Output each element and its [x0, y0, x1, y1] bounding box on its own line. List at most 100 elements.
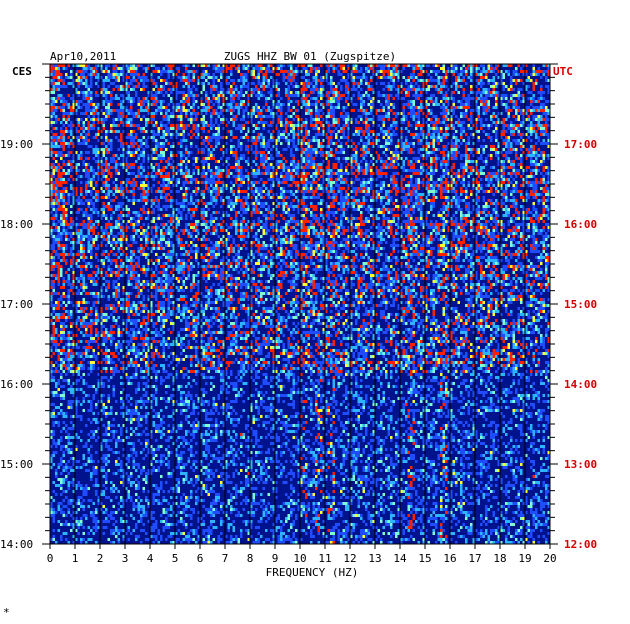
heatmap-cell: [327, 100, 330, 103]
heatmap-cell: [505, 154, 508, 157]
heatmap-cell: [307, 142, 310, 145]
heatmap-cell: [367, 82, 370, 85]
heatmap-cell: [507, 124, 510, 127]
heatmap-cell: [150, 172, 153, 175]
heatmap-cell: [227, 76, 230, 79]
heatmap-cell: [495, 127, 498, 130]
heatmap-cell: [257, 139, 260, 142]
heatmap-cell: [427, 190, 430, 193]
heatmap-cell: [382, 70, 385, 73]
heatmap-cell: [432, 160, 435, 163]
heatmap-cell: [352, 166, 355, 169]
heatmap-cell: [345, 190, 348, 193]
heatmap-cell: [335, 91, 338, 94]
heatmap-cell: [257, 91, 260, 94]
heatmap-cell: [530, 91, 533, 94]
heatmap-cell: [122, 187, 125, 190]
heatmap-cell: [475, 190, 478, 193]
heatmap-cell: [507, 106, 510, 109]
heatmap-cell: [452, 124, 455, 127]
heatmap-cell: [72, 109, 75, 112]
heatmap-cell: [450, 157, 453, 160]
heatmap-cell: [112, 121, 115, 124]
heatmap-cell: [352, 94, 355, 97]
heatmap-cell: [135, 73, 138, 76]
heatmap-cell: [100, 190, 103, 193]
heatmap-cell: [97, 112, 100, 115]
heatmap-cell: [442, 145, 445, 148]
heatmap-cell: [257, 64, 260, 67]
heatmap-cell: [280, 70, 283, 73]
heatmap-cell: [422, 136, 425, 139]
heatmap-cell: [102, 82, 105, 85]
heatmap-cell: [52, 70, 55, 73]
heatmap-cell: [155, 103, 158, 106]
heatmap-cell: [385, 145, 388, 148]
heatmap-cell: [515, 100, 518, 103]
heatmap-cell: [77, 79, 80, 82]
heatmap-cell: [365, 76, 368, 79]
heatmap-cell: [485, 103, 488, 106]
heatmap-cell: [432, 187, 435, 190]
heatmap-cell: [487, 67, 490, 70]
heatmap-cell: [380, 145, 383, 148]
heatmap-cell: [215, 184, 218, 187]
heatmap-cell: [310, 70, 313, 73]
heatmap-cell: [277, 133, 280, 136]
heatmap-cell: [385, 172, 388, 175]
heatmap-cell: [515, 124, 518, 127]
heatmap-cell: [530, 124, 533, 127]
heatmap-cell: [470, 172, 473, 175]
heatmap-cell: [185, 166, 188, 169]
heatmap-cell: [242, 115, 245, 118]
heatmap-cell: [312, 88, 315, 91]
heatmap-cell: [327, 184, 330, 187]
heatmap-cell: [322, 130, 325, 133]
heatmap-cell: [240, 91, 243, 94]
heatmap-cell: [375, 73, 378, 76]
heatmap-cell: [520, 175, 523, 178]
heatmap-cell: [280, 136, 283, 139]
heatmap-cell: [457, 151, 460, 154]
heatmap-cell: [325, 133, 328, 136]
heatmap-cell: [70, 142, 73, 145]
heatmap-cell: [230, 106, 233, 109]
heatmap-cell: [77, 91, 80, 94]
heatmap-cell: [485, 106, 488, 109]
heatmap-cell: [400, 142, 403, 145]
heatmap-cell: [132, 172, 135, 175]
heatmap-cell: [217, 166, 220, 169]
heatmap-cell: [215, 172, 218, 175]
heatmap-cell: [307, 160, 310, 163]
heatmap-cell: [527, 151, 530, 154]
heatmap-cell: [525, 70, 528, 73]
heatmap-cell: [50, 187, 53, 190]
heatmap-cell: [82, 160, 85, 163]
heatmap-cell: [292, 76, 295, 79]
heatmap-cell: [510, 121, 513, 124]
heatmap-cell: [167, 172, 170, 175]
heatmap-cell: [455, 157, 458, 160]
heatmap-cell: [412, 112, 415, 115]
heatmap-cell: [137, 175, 140, 178]
heatmap-cell: [462, 166, 465, 169]
heatmap-cell: [325, 121, 328, 124]
heatmap-cell: [482, 88, 485, 91]
heatmap-cell: [165, 148, 168, 151]
heatmap-cell: [197, 94, 200, 97]
heatmap-cell: [497, 82, 500, 85]
heatmap-cell: [447, 181, 450, 184]
heatmap-cell: [260, 82, 263, 85]
heatmap-cell: [340, 79, 343, 82]
heatmap-cell: [430, 118, 433, 121]
heatmap-cell: [390, 79, 393, 82]
heatmap-cell: [427, 178, 430, 181]
heatmap-cell: [347, 115, 350, 118]
heatmap-cell: [480, 124, 483, 127]
heatmap-cell: [170, 145, 173, 148]
heatmap-cell: [107, 103, 110, 106]
heatmap-cell: [282, 76, 285, 79]
heatmap-cell: [220, 94, 223, 97]
heatmap-cell: [135, 94, 138, 97]
heatmap-cell: [57, 175, 60, 178]
